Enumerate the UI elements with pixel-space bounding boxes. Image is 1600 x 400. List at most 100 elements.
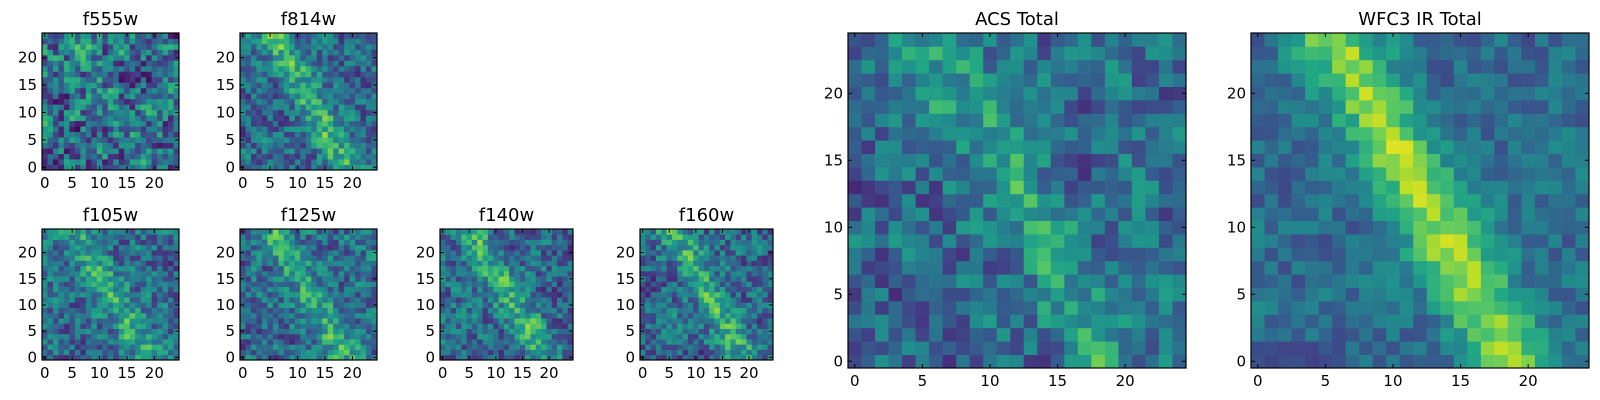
heatmap-cell xyxy=(157,255,163,261)
y-tick-label: 15 xyxy=(18,270,37,288)
heatmap-cell xyxy=(168,239,174,246)
heatmap-cell xyxy=(327,98,334,105)
heatmap-cell xyxy=(645,344,652,350)
heatmap-cell xyxy=(300,249,307,256)
heatmap-cell xyxy=(1413,327,1428,342)
heatmap-cell xyxy=(338,255,345,261)
heatmap-cell xyxy=(272,104,279,111)
heatmap-cell xyxy=(1064,287,1079,302)
heatmap-cell xyxy=(1318,314,1333,329)
heatmap-cell xyxy=(245,265,252,272)
heatmap-cell xyxy=(283,109,290,116)
heatmap-cell xyxy=(278,71,285,78)
heatmap-cell xyxy=(902,341,916,355)
heatmap-cell xyxy=(300,286,307,293)
heatmap-cell xyxy=(1291,260,1306,275)
heatmap-cell xyxy=(338,60,345,67)
heatmap-cell xyxy=(519,291,526,298)
heatmap-cell xyxy=(1372,180,1387,195)
heatmap-cell xyxy=(725,312,731,319)
heatmap-cell xyxy=(294,302,301,308)
heatmap-cell xyxy=(746,344,753,350)
heatmap-cell xyxy=(969,260,984,275)
heatmap-cell xyxy=(162,239,169,246)
heatmap-cell xyxy=(338,349,345,356)
heatmap-cell xyxy=(85,115,92,122)
heatmap-cell xyxy=(645,265,652,272)
heatmap-cell xyxy=(875,126,889,141)
heatmap-cell xyxy=(118,229,125,235)
heatmap-cell xyxy=(294,115,301,122)
heatmap-cell xyxy=(245,302,252,308)
heatmap-cell xyxy=(455,323,462,329)
heatmap-cell xyxy=(355,148,361,154)
heatmap-cell xyxy=(519,307,526,314)
heatmap-cell xyxy=(751,276,758,282)
heatmap-cell xyxy=(322,265,329,272)
heatmap-cell xyxy=(1440,287,1455,302)
heatmap-cell xyxy=(272,244,279,251)
heatmap-cell xyxy=(305,104,312,111)
heatmap-cell xyxy=(541,312,547,319)
heatmap-cell xyxy=(751,286,758,293)
heatmap-cell xyxy=(703,354,710,361)
heatmap-cell xyxy=(366,281,372,288)
heatmap-cell xyxy=(1050,301,1065,315)
heatmap-cell xyxy=(1010,126,1025,141)
heatmap-cell xyxy=(267,87,274,94)
heatmap-cell xyxy=(682,328,689,335)
heatmap-cell xyxy=(735,333,742,340)
heatmap-cell xyxy=(135,142,142,149)
heatmap-cell xyxy=(80,312,87,319)
heatmap-cell xyxy=(757,255,763,261)
heatmap-cell xyxy=(1104,126,1119,141)
heatmap-cell xyxy=(85,291,92,298)
axes-frame xyxy=(41,32,180,171)
heatmap-cell xyxy=(168,281,174,288)
heatmap-cell xyxy=(1050,314,1065,329)
heatmap-cell xyxy=(677,291,683,298)
heatmap-cell xyxy=(746,312,753,319)
heatmap-cell xyxy=(157,239,163,246)
heatmap-cell xyxy=(440,244,446,251)
heatmap-cell xyxy=(311,137,318,143)
heatmap-cell xyxy=(118,98,125,105)
heatmap-cell xyxy=(327,244,334,251)
heatmap-cell xyxy=(140,104,147,111)
heatmap-cell xyxy=(245,126,252,133)
heatmap-cell xyxy=(240,153,246,160)
heatmap-cell xyxy=(316,234,323,240)
heatmap-cell xyxy=(525,260,531,267)
heatmap-cell xyxy=(355,333,361,340)
heatmap-cell xyxy=(250,281,257,288)
heatmap-cell xyxy=(1548,301,1563,315)
heatmap-cell xyxy=(256,137,263,143)
heatmap-cell xyxy=(1118,153,1133,168)
heatmap-cell xyxy=(567,297,574,303)
heatmap-cell xyxy=(875,46,889,61)
heatmap-cell xyxy=(450,286,457,293)
heatmap-cell xyxy=(530,312,537,319)
heatmap-cell xyxy=(482,312,489,319)
heatmap-cell xyxy=(661,344,667,350)
heatmap-cell xyxy=(58,33,65,39)
heatmap-cell xyxy=(366,260,372,267)
heatmap-cell xyxy=(671,291,678,298)
heatmap-cell xyxy=(294,249,301,256)
heatmap-cell xyxy=(69,291,76,298)
heatmap-cell xyxy=(256,344,263,350)
heatmap-cell xyxy=(135,291,142,298)
heatmap-cell xyxy=(261,120,268,127)
heatmap-cell xyxy=(300,159,307,165)
heatmap-cell xyxy=(300,115,307,122)
heatmap-cell xyxy=(509,255,515,261)
heatmap-cell xyxy=(135,54,142,61)
heatmap-cell xyxy=(1077,341,1092,355)
heatmap-cell xyxy=(151,333,158,340)
heatmap-cell xyxy=(85,307,92,314)
heatmap-cell xyxy=(1467,274,1482,288)
heatmap-cell xyxy=(751,265,758,272)
heatmap-cell xyxy=(875,327,889,342)
heatmap-cell xyxy=(327,33,334,39)
heatmap-cell xyxy=(762,318,769,324)
